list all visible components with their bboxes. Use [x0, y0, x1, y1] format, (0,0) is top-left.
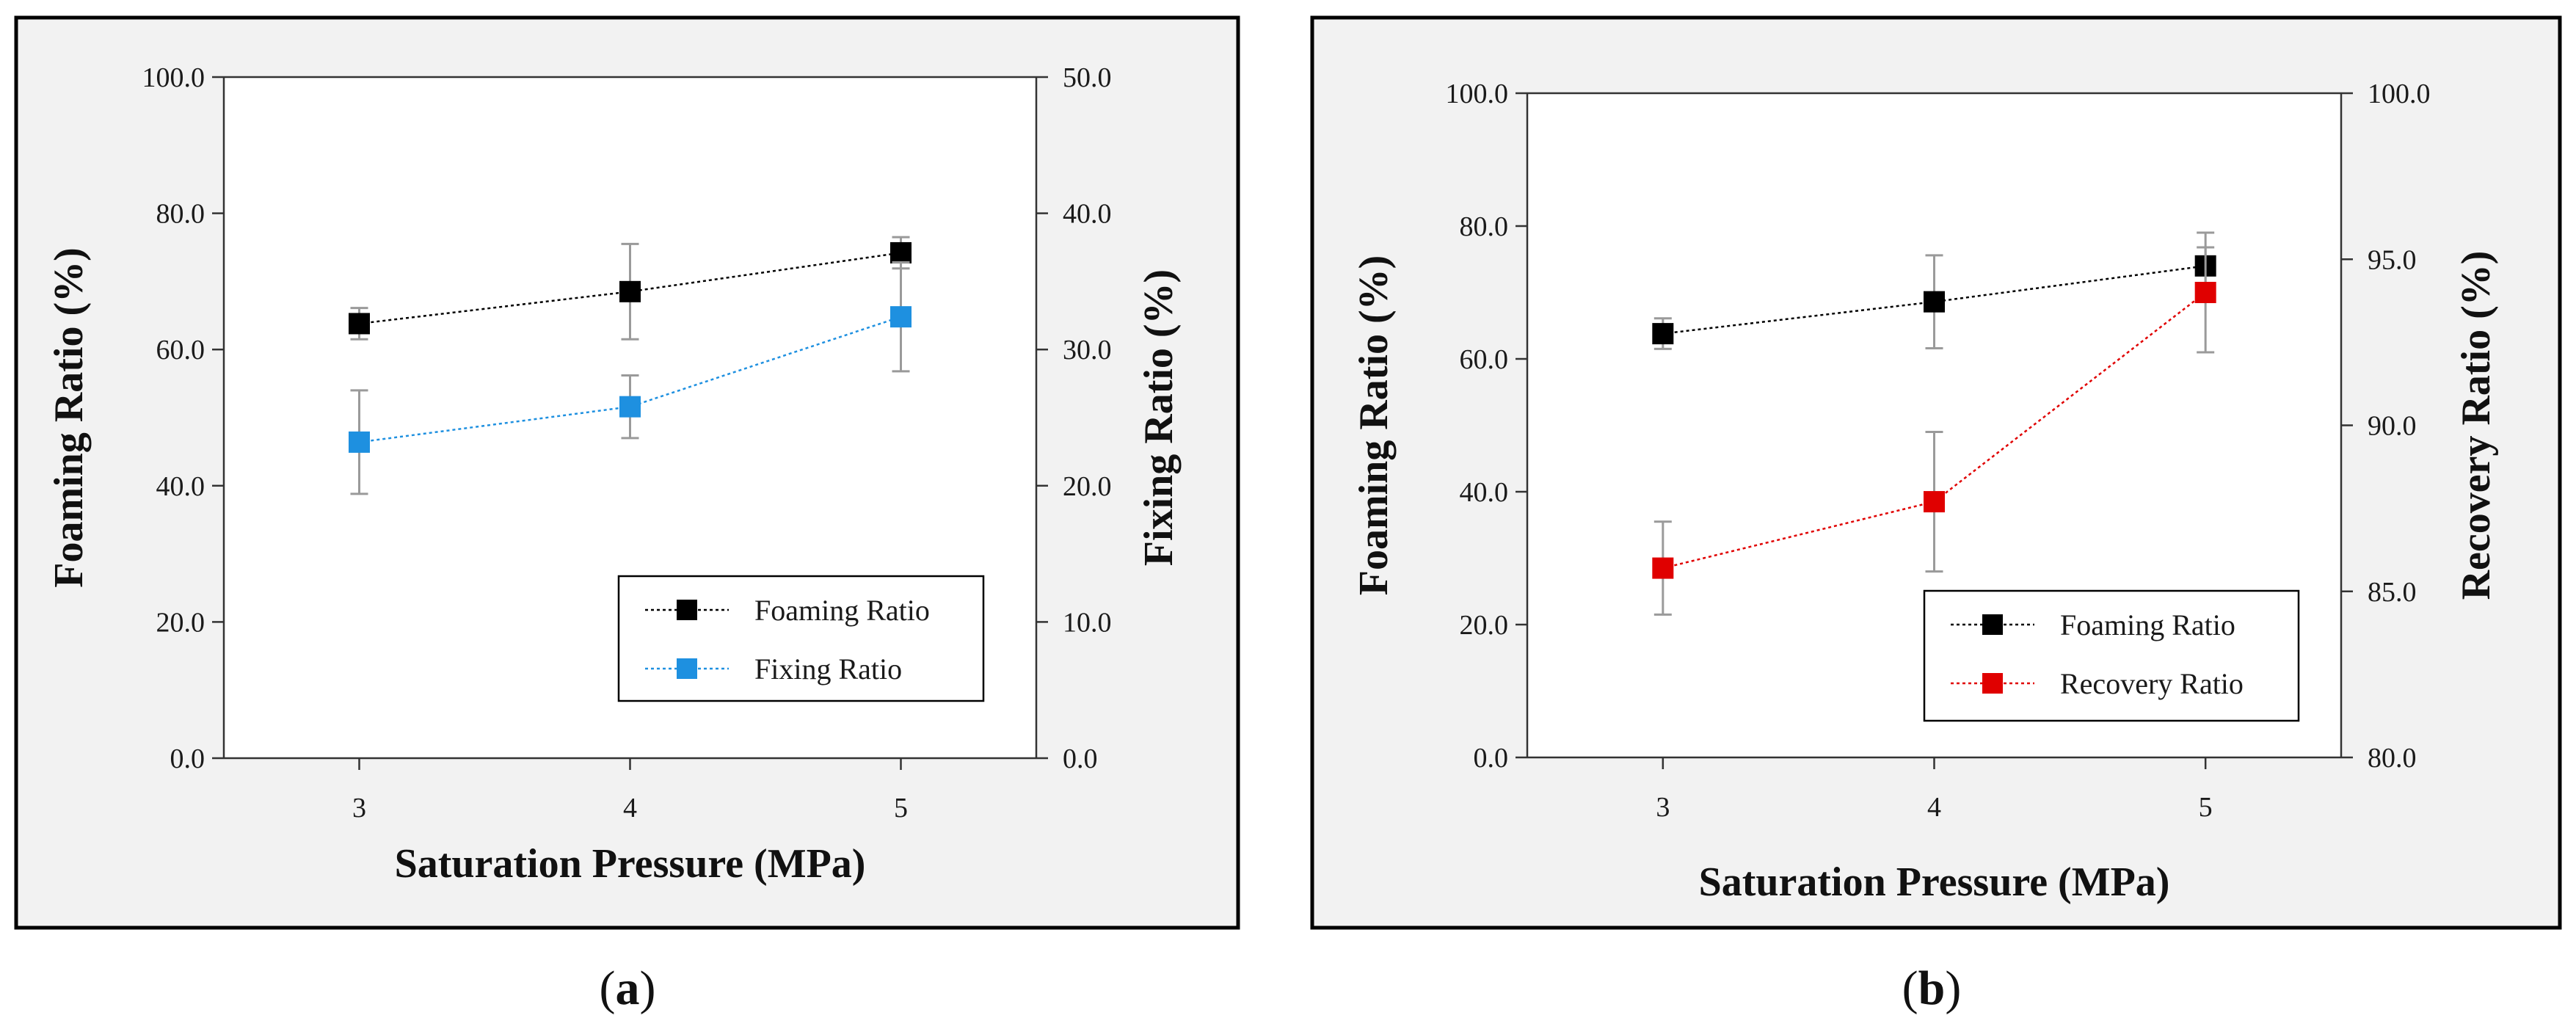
- caption-close: ): [1945, 961, 1961, 1015]
- data-point: [1924, 491, 1945, 513]
- data-point: [890, 241, 912, 263]
- legend: Foaming Ratio Fixing Ratio: [617, 575, 985, 702]
- series-foaming-ratio: [1652, 246, 2216, 350]
- series-foaming-ratio: [349, 236, 912, 341]
- y2-axis-title: Fixing Ratio (%): [1136, 269, 1182, 566]
- panel-caption: (a): [600, 961, 656, 1015]
- caption-letter: a: [616, 961, 640, 1015]
- y-tick-label: 80.0: [156, 199, 205, 230]
- x-tick-label: 5: [894, 793, 908, 823]
- legend-marker: [677, 658, 697, 679]
- data-point: [1652, 323, 1674, 345]
- y-tick-label: 20.0: [1460, 610, 1509, 641]
- caption-letter: b: [1918, 961, 1946, 1015]
- x-tick-label: 5: [2199, 792, 2213, 823]
- legend-label: Foaming Ratio: [754, 594, 930, 627]
- y2-axis-title: Recovery Ratio (%): [2453, 251, 2499, 600]
- y-axis-title: Foaming Ratio (%): [46, 247, 92, 588]
- y2-tick-label: 30.0: [1063, 335, 1112, 366]
- y2-tick-label: 90.0: [2368, 411, 2417, 442]
- x-tick-label: 3: [1656, 792, 1670, 823]
- y2-tick-label: 95.0: [2368, 244, 2417, 275]
- y-tick-label: 40.0: [1460, 477, 1509, 508]
- x-tick-label: 4: [1927, 792, 1941, 823]
- series-recovery-ratio: [1652, 231, 2216, 616]
- y-tick-label: 100.0: [1446, 79, 1509, 109]
- y-tick-label: 0.0: [1474, 743, 1509, 774]
- data-point: [349, 431, 370, 453]
- legend-box: [1923, 589, 2300, 722]
- legend-marker: [1982, 673, 2003, 694]
- caption-open: (: [1902, 961, 1918, 1015]
- legend-box: [617, 575, 985, 702]
- x-axis-title: Saturation Pressure (MPa): [395, 841, 866, 887]
- caption-open: (: [600, 961, 616, 1015]
- legend-marker: [1982, 614, 2003, 635]
- y2-tick-label: 80.0: [2368, 743, 2417, 774]
- y2-tick-label: 20.0: [1063, 471, 1112, 502]
- y2-tick-label: 100.0: [2368, 79, 2431, 109]
- panel-caption: (b): [1902, 961, 1962, 1015]
- y2-tick-label: 0.0: [1063, 743, 1098, 774]
- data-point: [349, 313, 370, 335]
- caption-close: ): [640, 961, 656, 1015]
- legend-label: Recovery Ratio: [2060, 667, 2244, 700]
- y2-tick-label: 85.0: [2368, 577, 2417, 608]
- legend-label: Foaming Ratio: [2060, 608, 2235, 641]
- y-tick-label: 60.0: [1460, 344, 1509, 375]
- legend-marker: [677, 600, 697, 620]
- y2-tick-label: 10.0: [1063, 607, 1112, 638]
- data-point: [619, 396, 641, 418]
- x-tick-label: 4: [623, 793, 637, 823]
- y2-tick-label: 40.0: [1063, 199, 1112, 230]
- chart-a: 0.0 20.0 40.0 60.0 80.0 100.0 0.0 10.0 20.0 30.0 4…: [14, 15, 1240, 1015]
- data-point: [890, 306, 912, 328]
- chart-b: 0.0 20.0 40.0 60.0 80.0 100.0 80.0 85.0 90.0 95.0…: [1310, 15, 2562, 1015]
- series-line: [1662, 291, 2206, 570]
- y-axis-title: Foaming Ratio (%): [1351, 255, 1397, 596]
- data-point: [1652, 557, 1674, 579]
- y-tick-label: 60.0: [156, 335, 205, 366]
- y2-tick-label: 50.0: [1063, 62, 1112, 93]
- legend-label: Fixing Ratio: [754, 652, 902, 686]
- series-fixing-ratio: [349, 261, 912, 495]
- y-tick-label: 20.0: [156, 607, 205, 638]
- y-tick-label: 80.0: [1460, 211, 1509, 242]
- data-point: [619, 280, 641, 302]
- x-axis-title: Saturation Pressure (MPa): [1699, 859, 2170, 905]
- y-tick-label: 40.0: [156, 471, 205, 502]
- x-tick-label: 3: [352, 793, 366, 823]
- y-tick-label: 0.0: [170, 743, 205, 774]
- y-tick-label: 100.0: [142, 62, 205, 93]
- data-point: [2194, 282, 2216, 303]
- data-point: [1924, 291, 1945, 313]
- legend: Foaming Ratio Recovery Ratio: [1923, 589, 2300, 722]
